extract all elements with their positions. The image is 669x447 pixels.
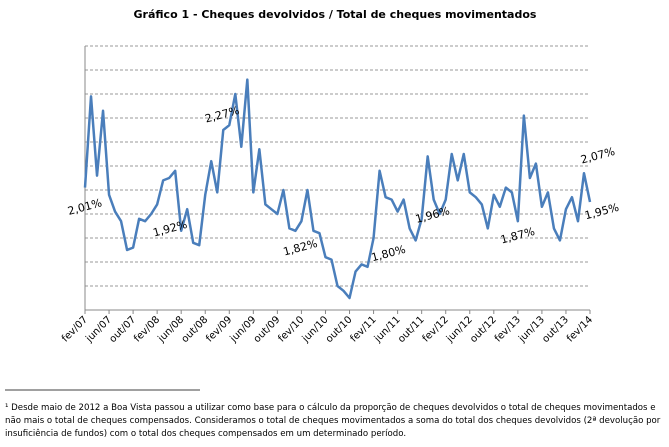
footnote-line: ¹ Desde maio de 2012 a Boa Vista passou … [5,403,656,413]
x-tick-label: fev/12 [421,314,451,344]
data-label: 1,92% [152,218,189,240]
x-tick-label: out/12 [468,314,499,345]
x-tick-label: out/07 [107,314,138,345]
x-tick-label: fev/11 [349,314,379,344]
x-tick-label: out/11 [396,314,427,345]
data-label: 1,80% [370,243,407,265]
data-label: 2,27% [204,104,241,126]
x-tick-label: fev/13 [493,314,523,344]
x-tick-label: fev/08 [132,314,162,344]
data-label: 1,96% [414,204,451,226]
data-label: 1,87% [499,225,536,247]
x-tick-label: out/09 [252,314,283,345]
data-label: 1,82% [282,237,319,259]
x-tick-label: fev/14 [565,314,595,344]
data-line [83,78,592,300]
data-label: 2,07% [579,145,616,167]
data-label: 1,95% [583,201,620,223]
x-tick-label: fev/10 [276,314,306,344]
x-tick-label: fev/09 [204,314,234,344]
x-tick-label: out/10 [324,314,355,345]
x-tick-label: out/13 [540,314,571,345]
footnote-line: não mais o total de cheques compensados.… [5,416,661,426]
x-tick-label: out/08 [180,314,211,345]
footnote-line: insuficiência de fundos) com o total dos… [5,428,406,439]
chart-title: Gráfico 1 - Cheques devolvidos / Total d… [134,8,537,21]
x-tick-label: fev/07 [60,314,90,344]
